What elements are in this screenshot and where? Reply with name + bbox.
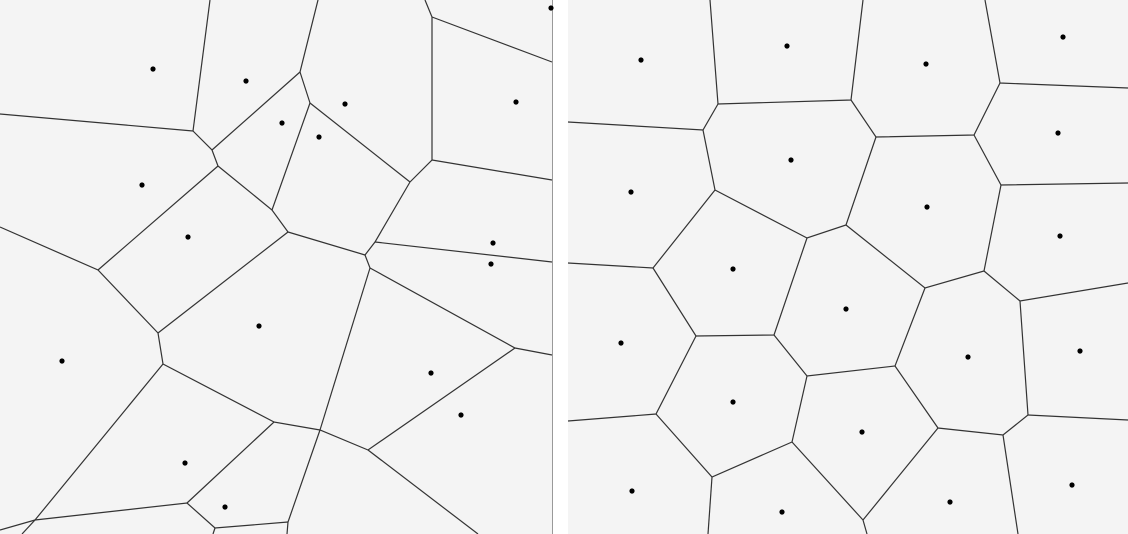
cell-edge [1002,434,1019,534]
site-point [488,261,494,267]
site-point [859,429,865,435]
site-point [779,509,785,515]
cell-edge [212,527,216,534]
site-point [788,157,794,163]
site-point [139,182,145,188]
cell-edge [374,241,553,263]
site-point [243,78,249,84]
site-point [1055,130,1061,136]
site-point [628,189,634,195]
cell-edge [707,476,713,534]
site-point [618,340,624,346]
site-point [316,134,322,140]
cell-edge [192,0,211,132]
site-point [490,240,496,246]
site-point [256,323,262,329]
site-point [784,43,790,49]
site-point [629,488,635,494]
site-point [730,266,736,272]
left-diagram [0,0,554,534]
site-point [185,234,191,240]
cell-edge [0,226,159,334]
left-panel [0,0,552,534]
cell-edge [299,0,319,73]
site-point [150,66,156,72]
cell-edge [652,237,808,337]
cell-edge [271,102,311,211]
cell-edge [286,429,321,534]
cell-edge [1027,414,1128,421]
site-point [923,61,929,67]
site-point [342,101,348,107]
site-point [1069,482,1075,488]
site-point [548,5,554,11]
cell-edge [211,71,301,151]
site-point [428,370,434,376]
site-point [222,504,228,510]
site-point [279,120,285,126]
site-point [1060,34,1066,40]
cell-edge [850,82,1001,138]
cell-edge [409,0,433,183]
cell-edge [0,113,194,132]
cell-edge [319,267,371,431]
site-point [1057,233,1063,239]
site-point [730,399,736,405]
site-point [458,412,464,418]
cell-edge [287,181,411,256]
right-diagram [567,0,1128,534]
cell-edge [431,16,553,63]
cell-edge [773,287,926,377]
site-point [182,460,188,466]
site-point [59,358,65,364]
cell-edge [97,165,219,271]
cell-edge [299,71,311,104]
cell-edge [655,375,808,478]
cell-edge [217,165,289,233]
site-point [513,99,519,105]
site-point [924,204,930,210]
cell-edge [367,449,479,534]
site-point [965,354,971,360]
right-panel [568,0,1128,534]
site-point [843,306,849,312]
cell-edge [309,102,411,183]
site-point [947,499,953,505]
cell-edge [431,159,553,181]
cell-edge [157,231,289,334]
cell-edge [364,254,553,356]
cell-edge [709,0,864,105]
cell-edge [862,519,868,534]
site-point [638,57,644,63]
cell-edge [0,502,289,531]
cell-edge [845,184,1002,289]
site-point [1077,348,1083,354]
